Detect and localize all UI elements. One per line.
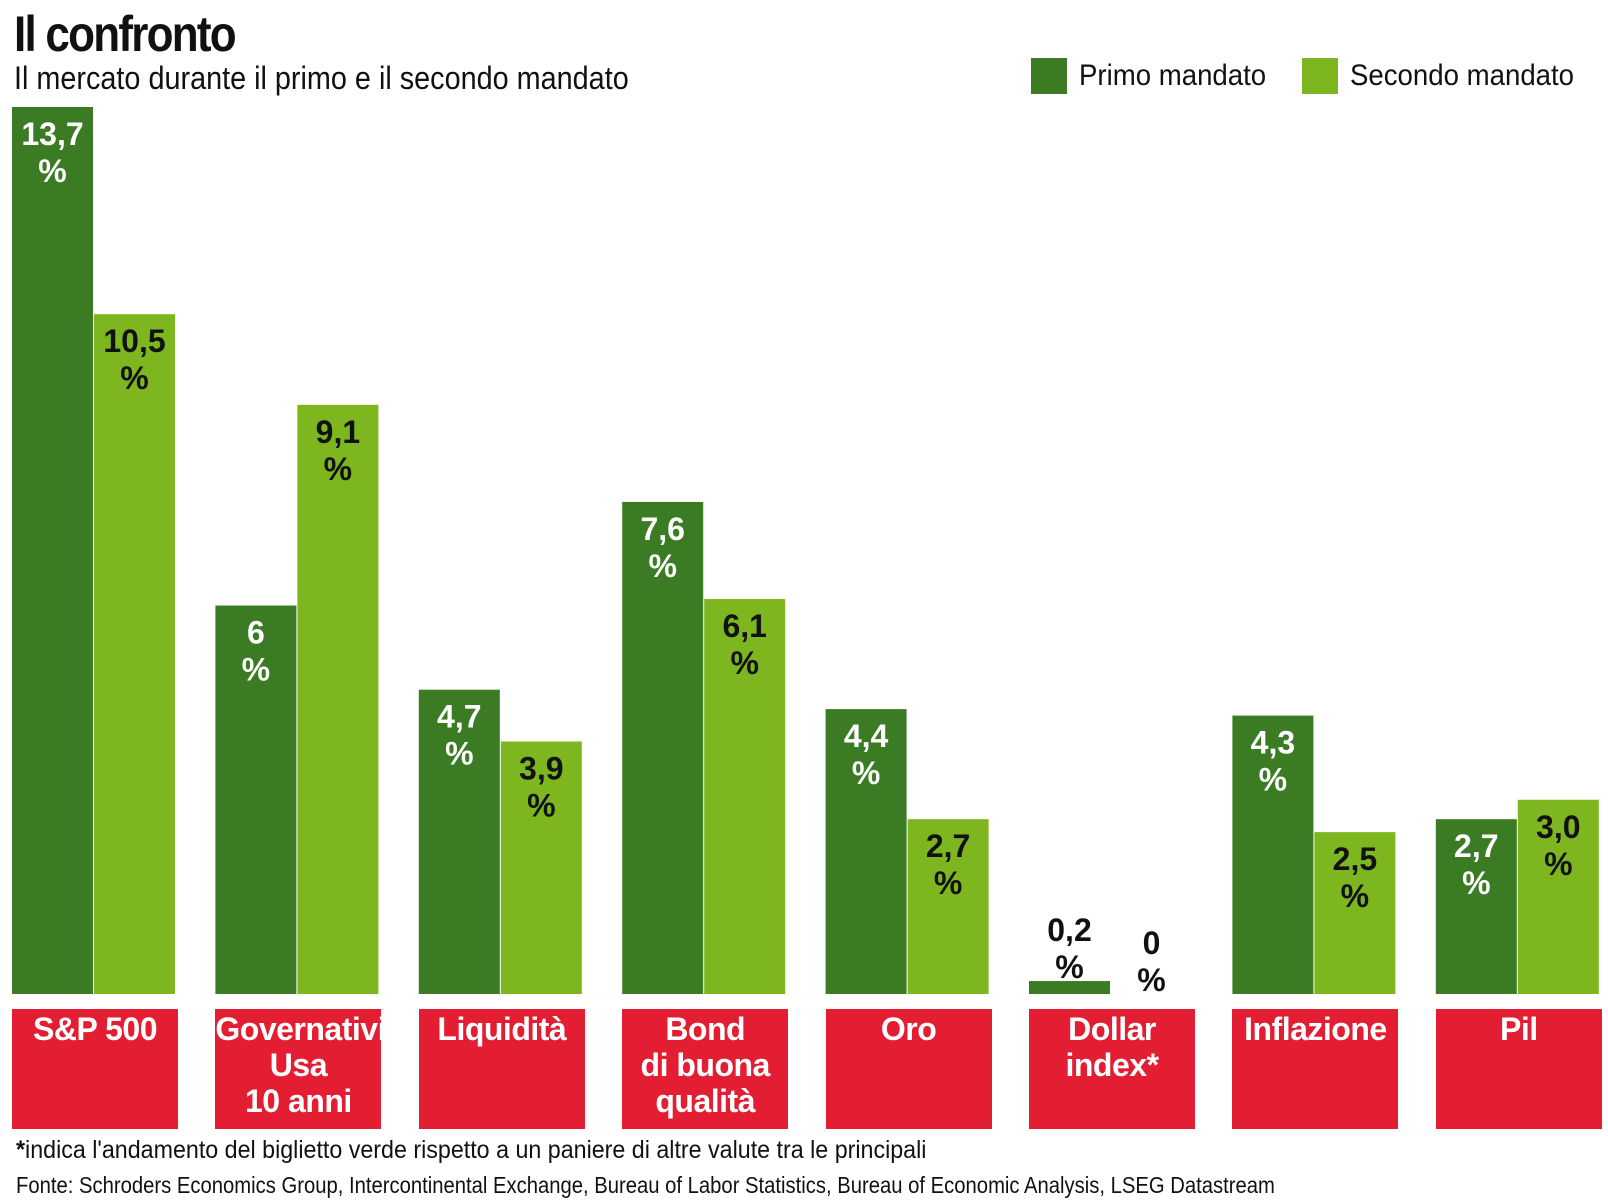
bar-secondo-mandato (907, 819, 989, 994)
data-label-unit: % (1544, 846, 1572, 882)
bar-primo-mandato (825, 709, 907, 994)
bar-primo-mandato (1029, 981, 1110, 994)
data-label-unit: % (1055, 949, 1083, 985)
bar-secondo-mandato (297, 404, 379, 994)
bar-primo-mandato (622, 501, 704, 994)
data-label-unit: % (934, 865, 962, 901)
category-label: Dollar index* (1065, 1011, 1159, 1083)
chart-subtitle: Il mercato durante il primo e il secondo… (14, 60, 629, 96)
data-label-unit: % (38, 153, 66, 189)
data-label-value: 6,1 (722, 608, 766, 644)
data-label-unit: % (648, 548, 676, 584)
category-box: Dollar index* (1029, 1009, 1195, 1129)
data-label-unit: % (1341, 878, 1369, 914)
data-label-value: 4,7 (437, 699, 481, 735)
bar-primo-mandato (215, 605, 297, 994)
data-label-unit: % (1462, 865, 1490, 901)
data-label-value: 2,7 (926, 828, 970, 864)
category-box: Oro (825, 1009, 992, 1129)
category-box: S&P 500 (12, 1009, 178, 1129)
bar-primo-mandato (12, 107, 93, 994)
bar-secondo-mandato (500, 741, 582, 994)
chart-title: Il confronto (14, 6, 237, 62)
category-label: Oro (880, 1011, 937, 1047)
data-label-value: 10,5 (103, 323, 165, 359)
category-box: Pil (1435, 1009, 1602, 1129)
legend-swatch-primo (1031, 58, 1068, 94)
category-box: Governativi Usa 10 anni (215, 1009, 386, 1129)
bar-primo-mandato (1232, 715, 1314, 994)
category-box: Bond di buona qualità (622, 1009, 789, 1129)
data-label-unit: % (120, 360, 148, 396)
footnote: *indica l'andamento del biglietto verde … (16, 1134, 926, 1166)
data-label-unit: % (324, 451, 352, 487)
data-label-value: 6 (247, 615, 265, 651)
legend-item-primo: Primo mandato (1031, 58, 1282, 94)
data-label-value: 7,6 (640, 511, 684, 547)
category-label: Pil (1499, 1011, 1538, 1047)
data-label-unit: % (852, 755, 880, 791)
legend-item-secondo: Secondo mandato (1302, 58, 1594, 94)
data-label-unit: % (242, 652, 270, 688)
data-label-value: 9,1 (316, 414, 360, 450)
data-label-value: 4,3 (1251, 725, 1295, 761)
category-label: Liquidità (437, 1011, 567, 1047)
source-note: Fonte: Schroders Economics Group, Interc… (16, 1172, 1275, 1198)
category-label: S&P 500 (33, 1011, 158, 1047)
bar-secondo-mandato (704, 599, 786, 994)
category-label: Governativi Usa 10 anni (215, 1011, 386, 1119)
category-box: Inflazione (1232, 1009, 1399, 1129)
legend-label-secondo: Secondo mandato (1350, 59, 1575, 92)
data-label-value: 4,4 (844, 718, 889, 754)
bar-secondo-mandato (1314, 832, 1396, 994)
legend-swatch-secondo (1302, 58, 1339, 94)
data-label-value: 0 (1143, 925, 1161, 961)
data-label-unit: % (1259, 762, 1287, 798)
data-label-value: 3,9 (519, 750, 563, 786)
data-label-unit: % (527, 787, 555, 823)
category-label: Inflazione (1244, 1011, 1387, 1047)
data-label-value: 2,5 (1333, 841, 1377, 877)
bar-secondo-mandato (94, 314, 175, 994)
bar-primo-mandato (1435, 819, 1517, 994)
bar-chart: 13,7%10,5%6%9,1%4,7% 3,9%7,6%6,1%4,4%2,7%… (12, 107, 1599, 998)
data-label-value: 0,2 (1047, 912, 1091, 948)
data-label-value: 13,7 (21, 116, 83, 152)
data-label-unit: % (1137, 962, 1165, 998)
category-box: Liquidità (418, 1009, 585, 1129)
data-label-value: 3,0 (1536, 809, 1580, 845)
data-label-value: 2,7 (1454, 828, 1498, 864)
category-label: Bond di buona qualità (640, 1011, 771, 1119)
footnote-text: indica l'andamento del biglietto verde r… (25, 1136, 927, 1164)
data-label-unit: % (730, 645, 758, 681)
data-label-unit: % (445, 736, 473, 772)
footnote-star: * (16, 1136, 26, 1164)
bar-primo-mandato (418, 689, 500, 994)
legend: Primo mandato Secondo mandato (1011, 54, 1594, 98)
bar-secondo-mandato (1517, 799, 1599, 994)
legend-label-primo: Primo mandato (1079, 59, 1267, 92)
